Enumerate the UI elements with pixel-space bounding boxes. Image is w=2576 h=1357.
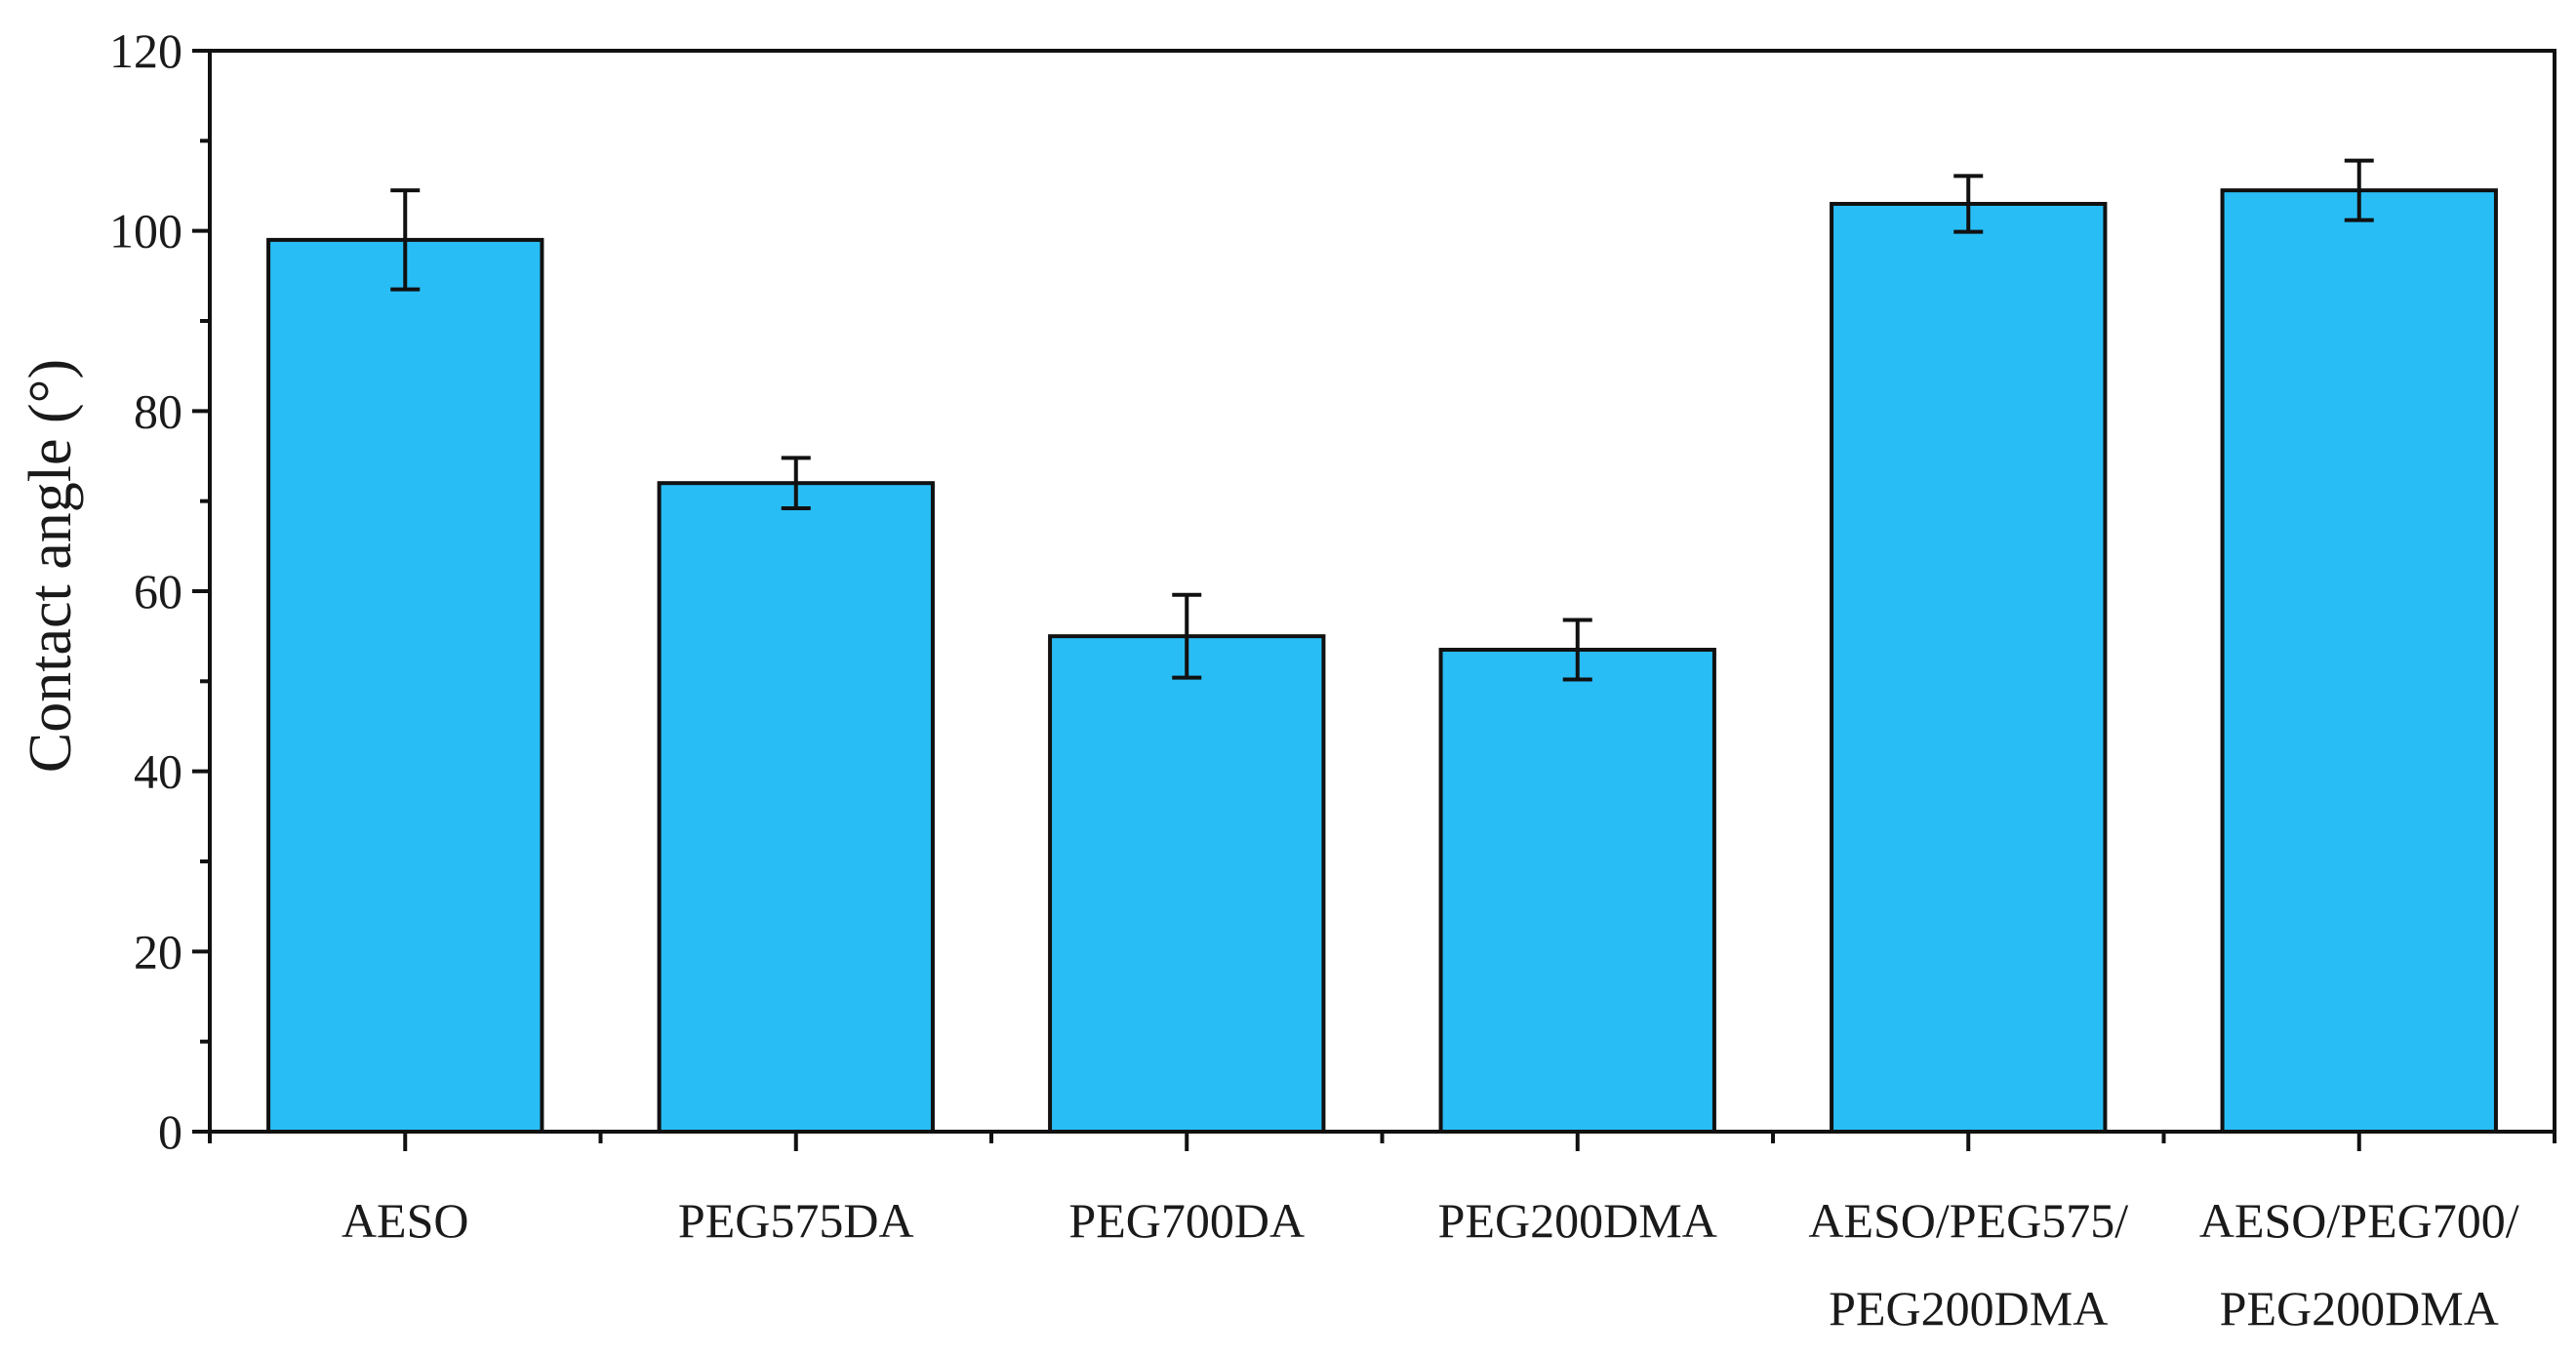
plot-frame	[208, 49, 2556, 1134]
x-category-label: AESO/PEG575/	[1808, 1193, 2128, 1248]
x-category-label: PEG200DMA	[2220, 1281, 2499, 1336]
y-tick-label: 100	[109, 204, 182, 259]
error-bars	[390, 158, 2374, 682]
bar-2	[1048, 634, 1326, 1135]
x-category-label: PEG200DMA	[1438, 1193, 1717, 1248]
y-tick-label: 120	[109, 23, 182, 78]
x-category-label: AESO/PEG700/	[2199, 1193, 2519, 1248]
x-category-label: PEG700DA	[1068, 1193, 1305, 1248]
y-axis-title: Contact angle (°)	[18, 359, 84, 773]
bar-3	[1438, 648, 1716, 1134]
y-tick-label: 0	[158, 1104, 182, 1159]
y-tick-label: 20	[134, 924, 182, 978]
bar-1	[657, 481, 935, 1134]
y-tick-label: 60	[134, 564, 182, 619]
bars	[266, 188, 2498, 1135]
bar-4	[1830, 201, 2108, 1134]
bar-0	[266, 237, 544, 1134]
x-category-label: PEG200DMA	[1829, 1281, 2108, 1336]
x-category-label: AESO	[342, 1193, 469, 1248]
y-tick-label: 40	[134, 744, 182, 799]
x-category-label: PEG575DA	[678, 1193, 914, 1248]
y-tick-label: 80	[134, 383, 182, 438]
labels: 0 20 40 60 80 100 120 AESO PEG575DA PEG700DA PEG20…	[109, 23, 2519, 1336]
bar-5	[2220, 188, 2498, 1135]
axes	[192, 49, 2556, 1151]
